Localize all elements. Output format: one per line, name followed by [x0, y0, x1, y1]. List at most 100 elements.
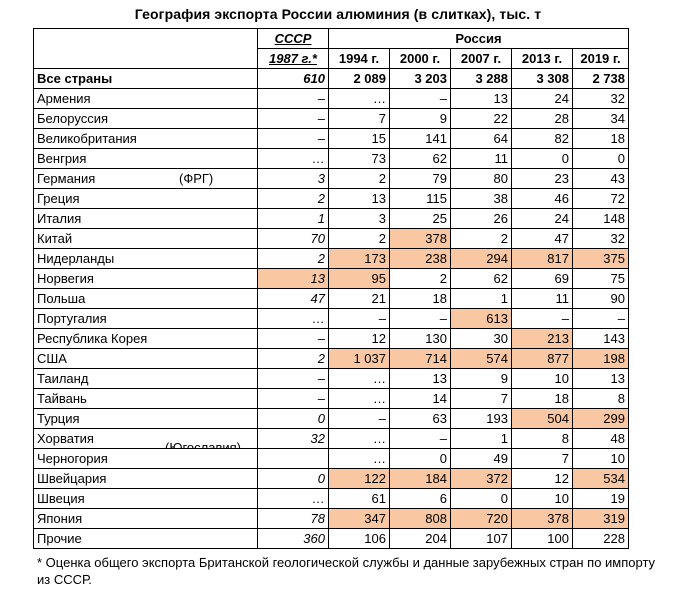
value-cell: 43	[572, 168, 629, 189]
value-cell: 574	[450, 348, 512, 369]
ussr-value: …	[257, 308, 329, 329]
ussr-value: 70	[257, 228, 329, 249]
country-cell: Швеция	[33, 488, 258, 509]
country-name: США	[37, 351, 67, 366]
value-cell: …	[328, 368, 390, 389]
table-row: Италия 1 3 25 26 24 148	[33, 208, 629, 229]
country-name: Португалия	[37, 311, 107, 326]
value-cell: 714	[389, 348, 451, 369]
ussr-value: 610	[257, 68, 329, 89]
value-cell: 10	[572, 448, 629, 469]
value-cell: 193	[450, 408, 512, 429]
value-cell: –	[389, 88, 451, 109]
value-cell: 817	[511, 248, 573, 269]
header-row-1: СССР Россия	[33, 28, 629, 69]
value-cell: 38	[450, 188, 512, 209]
value-cell: 2	[450, 228, 512, 249]
header-year: 2007 г.	[450, 48, 512, 69]
value-cell: …	[328, 448, 390, 469]
ussr-value: 32	[257, 428, 329, 449]
table-row: Хорватия (Югославия) 32… –1 8 48	[33, 428, 629, 449]
country-name: Германия	[37, 171, 96, 186]
country-cell: Италия	[33, 208, 258, 229]
value-cell: 2	[328, 168, 390, 189]
ussr-value: –	[257, 368, 329, 389]
value-cell: 61	[328, 488, 390, 509]
country-cell: Польша	[33, 288, 258, 309]
country-cell: Армения	[33, 88, 258, 109]
value-cell: –	[389, 428, 451, 449]
value-cell: 7	[511, 448, 573, 469]
country-cell: Португалия	[33, 308, 258, 329]
ussr-value: 13	[257, 268, 329, 289]
country-cell: Прочие	[33, 528, 258, 549]
country-cell: Китай	[33, 228, 258, 249]
table-row: Турция 0–63 193 504 299	[33, 408, 629, 429]
value-cell: 73	[328, 148, 390, 169]
country-cell: Германия (ФРГ)	[33, 168, 258, 189]
country-cell: Швейцария	[33, 468, 258, 489]
export-table: СССР Россия 1987 г.* 1994 г. 2000 г. 200…	[33, 28, 629, 549]
value-cell: 75	[572, 268, 629, 289]
country-note: (ФРГ)	[179, 171, 214, 186]
country-name: Польша	[37, 291, 86, 306]
ussr-value: 2	[257, 248, 329, 269]
value-cell: 299	[572, 408, 629, 429]
value-cell: 46	[511, 188, 573, 209]
value-cell: 72	[572, 188, 629, 209]
value-cell: 319	[572, 508, 629, 529]
header-empty	[33, 28, 258, 69]
table-row: Китай 70 2 378 2 47 32	[33, 228, 629, 249]
table-row: Германия (ФРГ) 3 2 79 80 23 43	[33, 168, 629, 189]
ussr-value: –	[257, 328, 329, 349]
value-cell: 0	[450, 488, 512, 509]
value-cell: 378	[511, 508, 573, 529]
value-cell: 141	[389, 128, 451, 149]
country-name: Нидерланды	[37, 251, 115, 266]
value-cell: 63	[389, 408, 451, 429]
ussr-value: 3	[257, 168, 329, 189]
ussr-value: 78	[257, 508, 329, 529]
ussr-value: 0	[257, 408, 329, 429]
country-cell: Венгрия	[33, 148, 258, 169]
value-cell: –	[511, 308, 573, 329]
value-cell: 12	[328, 328, 390, 349]
value-cell: 13	[450, 88, 512, 109]
value-cell: 3	[328, 208, 390, 229]
value-cell: 8	[511, 428, 573, 449]
table-row: Португалия… – –613– –	[33, 308, 629, 329]
country-cell: Хорватия (Югославия)	[33, 428, 258, 449]
country-cell: Таиланд	[33, 368, 258, 389]
table-row: Венгрия… 73 62 11 0 0	[33, 148, 629, 169]
value-cell: 184	[389, 468, 451, 489]
table-row: Япония 78 347 808 720 378 319	[33, 508, 629, 529]
value-cell: 25	[389, 208, 451, 229]
table-row: Черногория … 0 49 7 10	[33, 448, 629, 469]
value-cell: 19	[572, 488, 629, 509]
value-cell: 95	[328, 268, 390, 289]
value-cell: 375	[572, 248, 629, 269]
country-name: Хорватия	[37, 431, 94, 446]
value-cell: 808	[389, 508, 451, 529]
country-name: Норвегия	[37, 271, 94, 286]
value-cell: 22	[450, 108, 512, 129]
ussr-value: …	[257, 488, 329, 509]
value-cell: 62	[450, 268, 512, 289]
country-cell: Республика Корея	[33, 328, 258, 349]
value-cell: 18	[511, 388, 573, 409]
value-cell: 62	[389, 148, 451, 169]
value-cell: 0	[511, 148, 573, 169]
value-cell: 3 203	[389, 68, 451, 89]
header-row-2: 1987 г.* 1994 г. 2000 г. 2007 г. 2013 г.…	[34, 48, 629, 69]
value-cell: 48	[572, 428, 629, 449]
value-cell: 82	[511, 128, 573, 149]
ussr-value: 360	[257, 528, 329, 549]
country-cell: Нидерланды	[33, 248, 258, 269]
value-cell: 613	[450, 308, 512, 329]
ussr-value: –	[257, 108, 329, 129]
country-name: Тайвань	[37, 391, 87, 406]
value-cell: 504	[511, 408, 573, 429]
value-cell: 9	[389, 108, 451, 129]
country-cell: Великобритания	[33, 128, 258, 149]
value-cell: 347	[328, 508, 390, 529]
